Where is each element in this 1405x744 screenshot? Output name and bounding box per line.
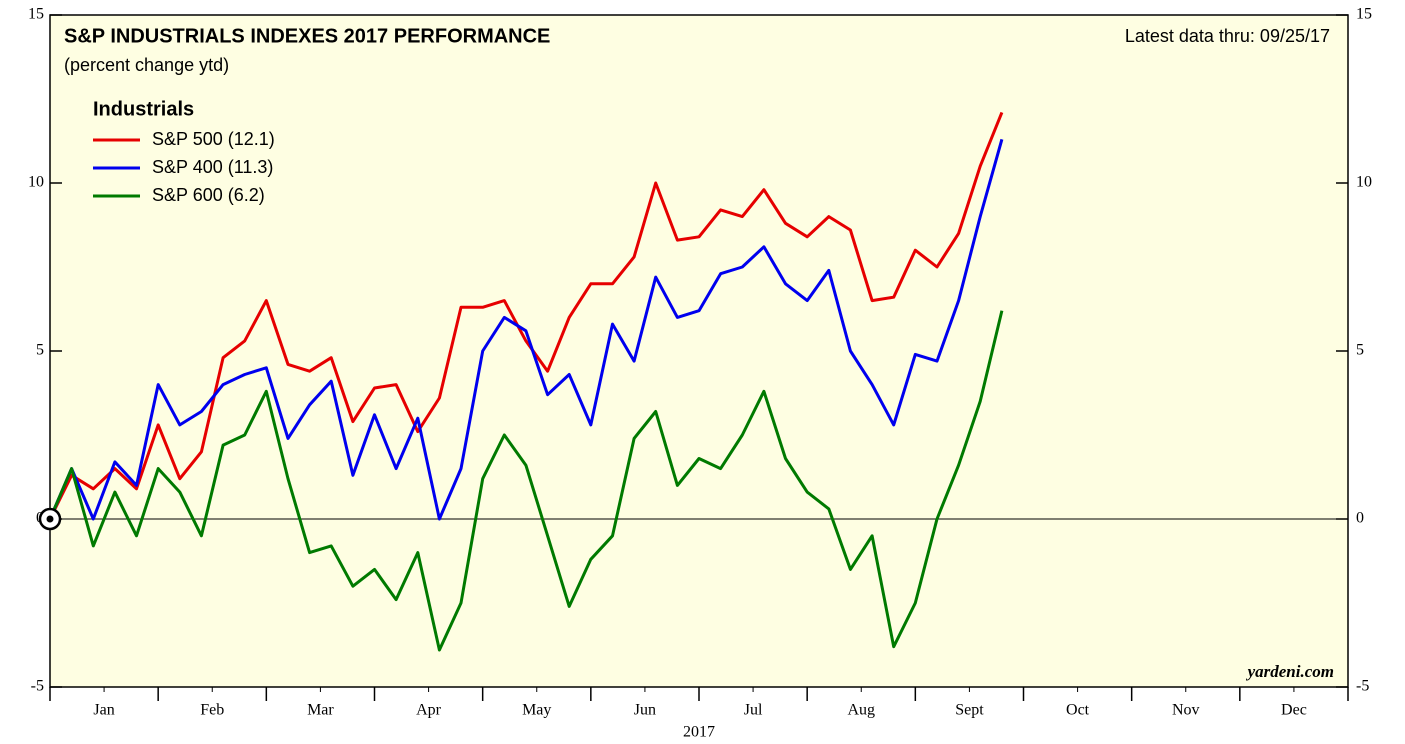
x-tick-label: May: [522, 702, 551, 719]
x-tick-label: Nov: [1172, 702, 1200, 719]
x-tick-label: Apr: [416, 702, 442, 719]
series-line: [48, 138, 1004, 521]
series-line: [48, 310, 1004, 652]
y-tick-label: 5: [36, 342, 44, 359]
x-tick-label: Dec: [1281, 702, 1307, 719]
annotation: Latest data thru: 09/25/17: [1125, 26, 1330, 46]
x-tick-label: Sept: [955, 702, 984, 719]
y2-tick-label: 15: [1356, 6, 1372, 23]
x-tick-label: Feb: [200, 702, 224, 719]
plot-area: [49, 14, 1349, 688]
y2-tick-label: -5: [1356, 678, 1369, 695]
y2-tick-label: 5: [1356, 342, 1364, 359]
origin-dot: [46, 515, 54, 523]
chart-title: S&P INDUSTRIALS INDEXES 2017 PERFORMANCE: [64, 25, 550, 47]
y-tick-label: -5: [31, 678, 44, 695]
x-tick-label: Jan: [93, 702, 114, 719]
y-tick-label: 10: [28, 174, 44, 191]
y-tick-label: 15: [28, 6, 44, 23]
source: yardeni.com: [1246, 662, 1334, 681]
legend-label: S&P 600 (6.2): [152, 185, 265, 205]
legend-label: S&P 400 (11.3): [152, 157, 273, 177]
x-tick-label: Aug: [847, 702, 875, 719]
legend-title: Industrials: [93, 98, 194, 120]
x-tick-label: Jul: [744, 702, 763, 719]
x-tick-label: Mar: [307, 702, 334, 719]
chart-subtitle: (percent change ytd): [64, 55, 229, 75]
x-tick-label: Oct: [1066, 702, 1090, 719]
x-axis-label: 2017: [683, 724, 715, 741]
series-line: [48, 111, 1004, 520]
x-tick-label: Jun: [634, 702, 656, 719]
y2-tick-label: 10: [1356, 174, 1372, 191]
y2-tick-label: 0: [1356, 510, 1364, 527]
legend-label: S&P 500 (12.1): [152, 129, 275, 149]
